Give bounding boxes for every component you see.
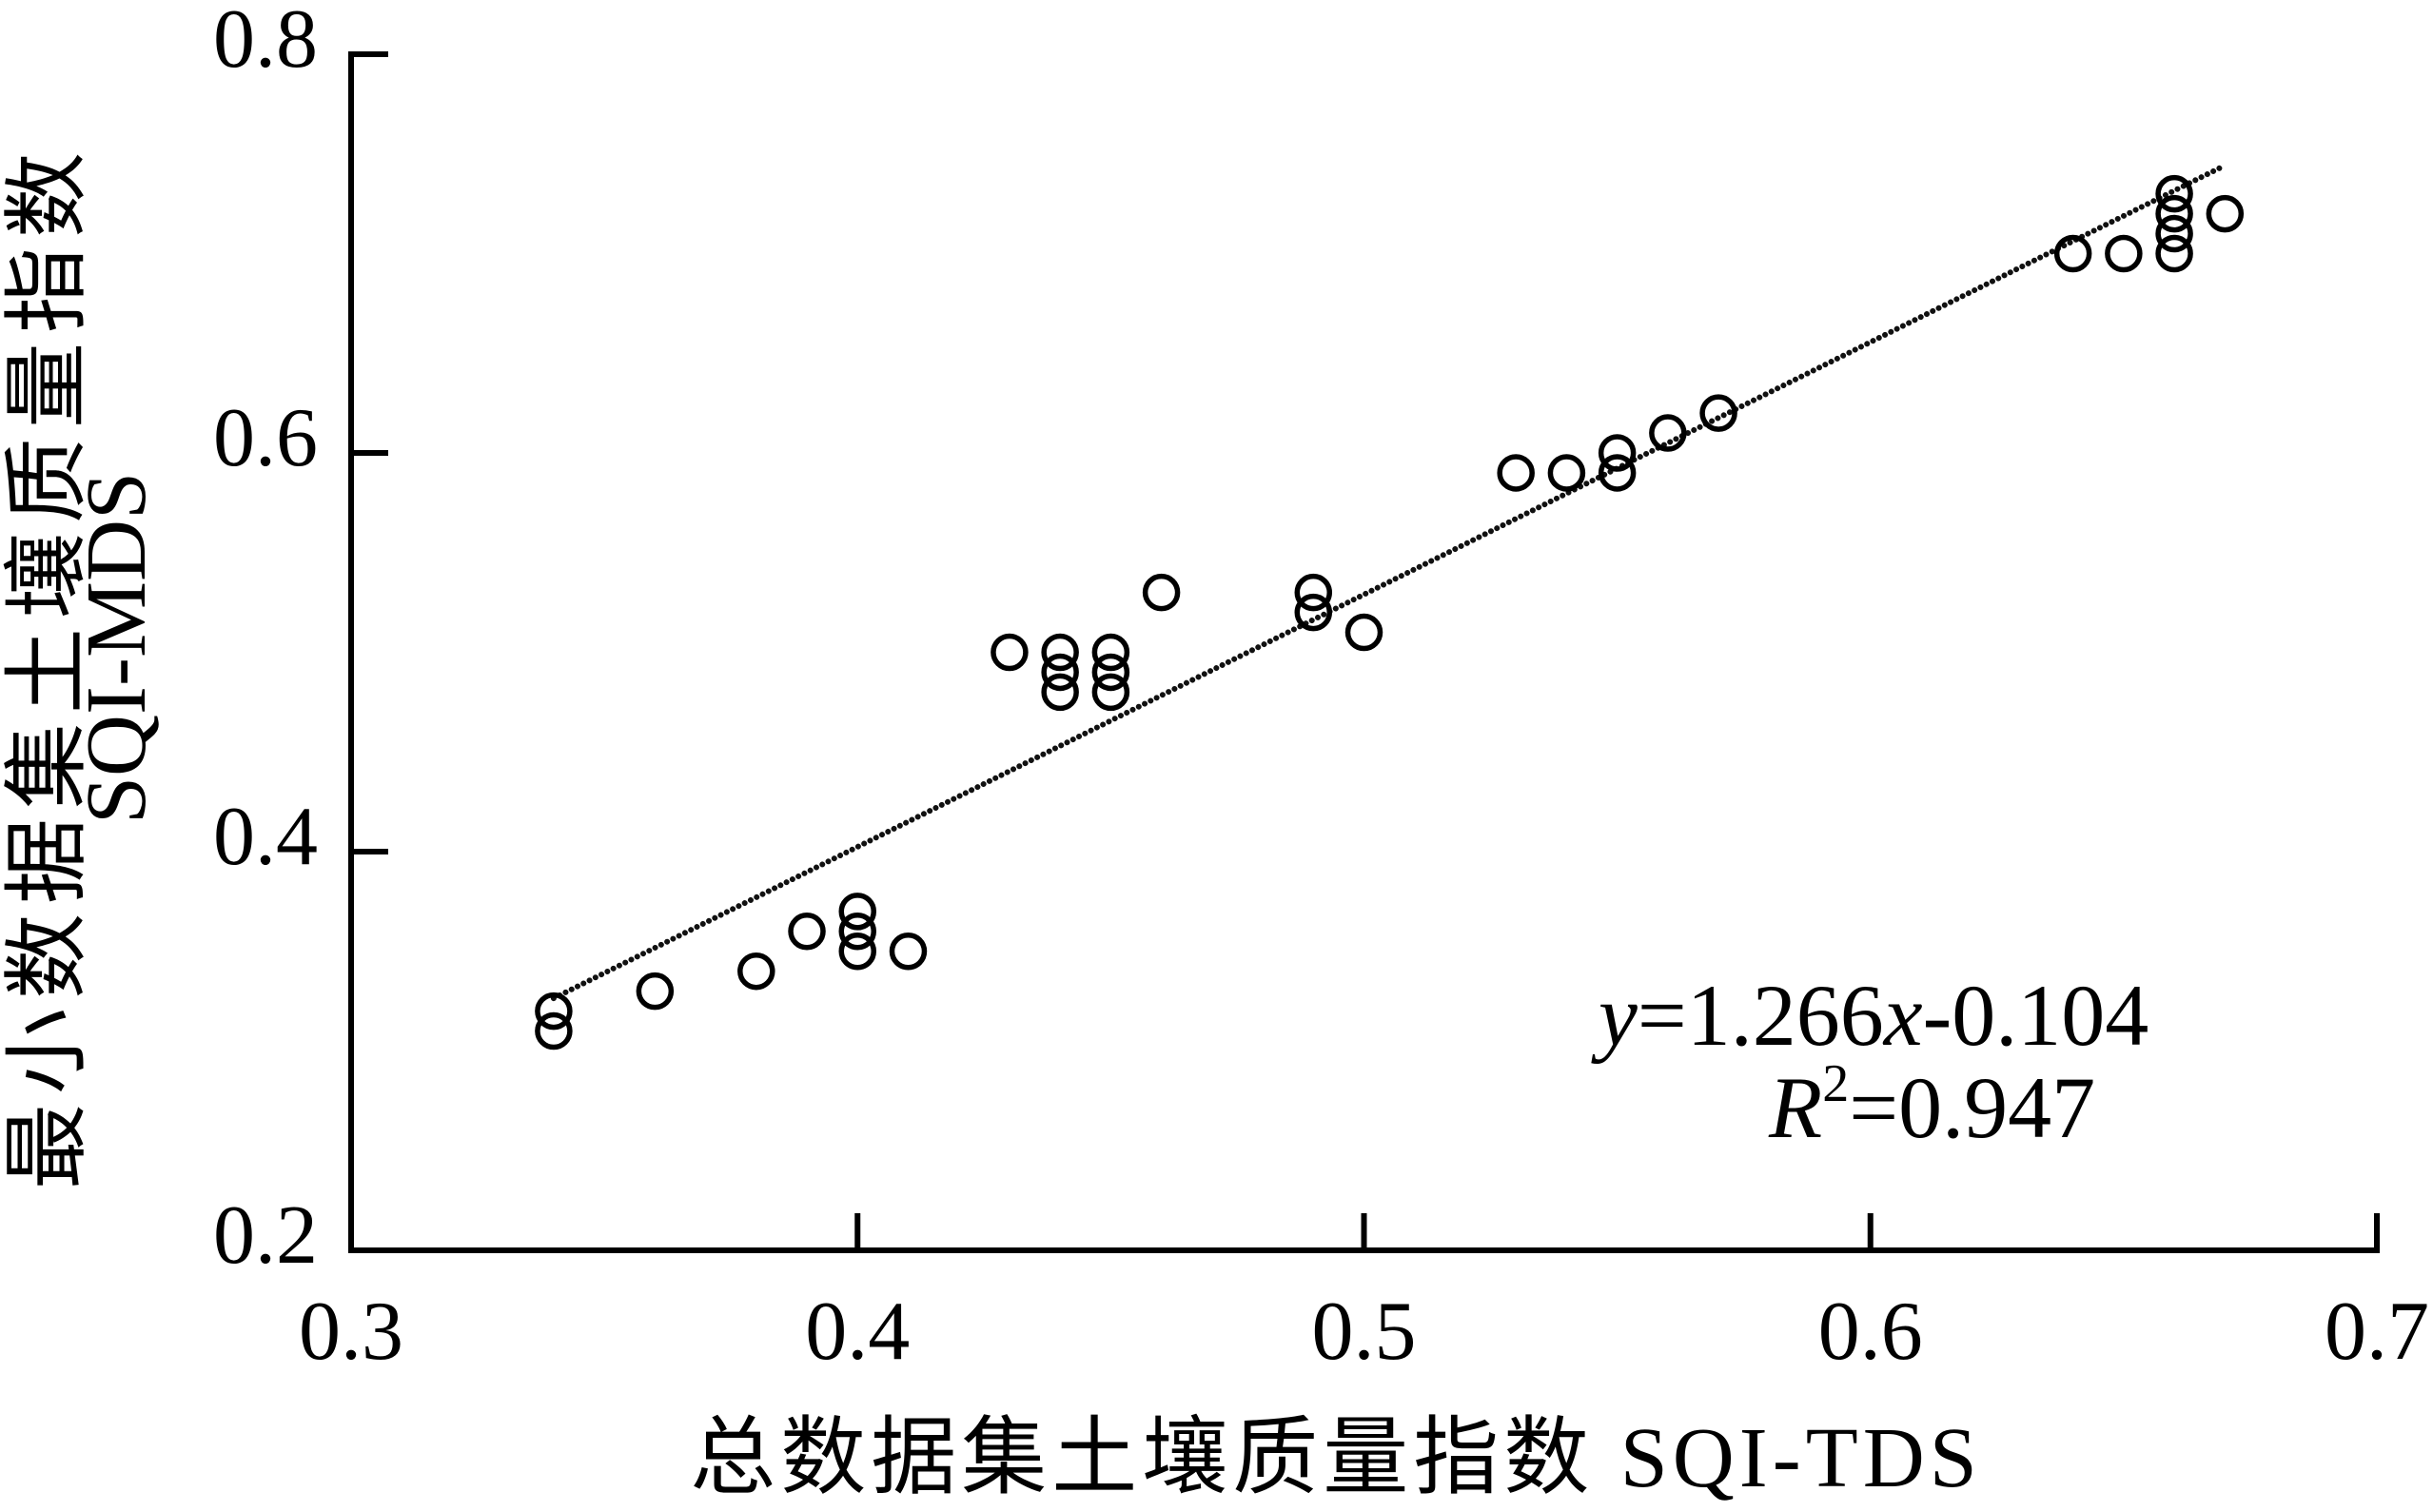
y-tick-label: 0.8: [213, 0, 318, 86]
data-point: [535, 992, 573, 1031]
data-point: [1041, 633, 1079, 672]
data-point: [991, 633, 1029, 672]
y-tick-label: 0.4: [213, 791, 318, 883]
data-point: [788, 913, 826, 951]
x-axis-ticks: 0.3 0.4 0.5 0.6 0.7: [299, 1213, 2429, 1378]
r-squared-symbol: R: [1768, 1059, 1822, 1156]
data-point: [889, 933, 928, 971]
data-point: [1091, 633, 1130, 672]
data-point: [1344, 613, 1383, 652]
data-point: [2155, 214, 2193, 253]
data-point: [1598, 434, 1637, 472]
data-point: [838, 933, 876, 971]
data-point: [1091, 653, 1130, 692]
data-point: [1294, 593, 1333, 632]
x-tick-label: 0.4: [805, 1286, 910, 1378]
y-tick-label: 0.6: [213, 392, 318, 484]
regression-line: [550, 162, 2228, 1002]
regression-equation: y=1.266x-0.104: [1591, 967, 2148, 1064]
equation-coefficient: =1.266: [1638, 967, 1884, 1064]
data-point: [838, 913, 876, 951]
data-point: [2155, 234, 2193, 273]
data-point: [1547, 454, 1586, 492]
equation-constant: -0.104: [1923, 967, 2149, 1064]
data-point: [2206, 194, 2245, 233]
data-point: [636, 972, 675, 1011]
data-point: [1497, 454, 1535, 492]
x-tick-label: 0.5: [1312, 1286, 1417, 1378]
data-point: [2155, 194, 2193, 233]
x-tick-label: 0.6: [1818, 1286, 1923, 1378]
data-point: [1598, 454, 1637, 492]
r-squared-exponent: 2: [1822, 1054, 1849, 1113]
x-tick-label: 0.3: [299, 1286, 403, 1378]
y-tick-label: 0.2: [213, 1189, 318, 1282]
regression-line-layer: [550, 162, 2228, 1002]
equation-x-variable: x: [1882, 967, 1923, 1064]
data-point: [2155, 174, 2193, 213]
x-axis-title: 总数据集土壤质量指数 SQI-TDS: [690, 1411, 1982, 1505]
data-points: [535, 174, 2245, 1051]
y-axis-title-line-2: SQI-MDS: [69, 472, 164, 824]
data-point: [1294, 573, 1333, 612]
data-point: [838, 893, 876, 931]
r-squared-label: R2=0.947: [1768, 1054, 2095, 1156]
equation-y-variable: y: [1591, 967, 1638, 1064]
data-point: [737, 952, 775, 991]
data-point: [1041, 653, 1079, 692]
data-point: [535, 1011, 573, 1051]
x-tick-label: 0.7: [2325, 1286, 2429, 1378]
data-point: [1041, 673, 1079, 712]
data-point: [1091, 673, 1130, 712]
r-squared-value: =0.947: [1849, 1059, 2095, 1156]
y-axis-title-line-1: 最小数据集土壤质量指数: [1, 143, 95, 1189]
data-point: [2053, 234, 2092, 273]
y-axis-ticks: 0.2 0.4 0.6 0.8: [213, 0, 388, 1282]
data-point: [2105, 234, 2143, 273]
data-point: [1142, 573, 1181, 612]
data-point: [1699, 394, 1737, 432]
data-point: [1649, 414, 1687, 452]
